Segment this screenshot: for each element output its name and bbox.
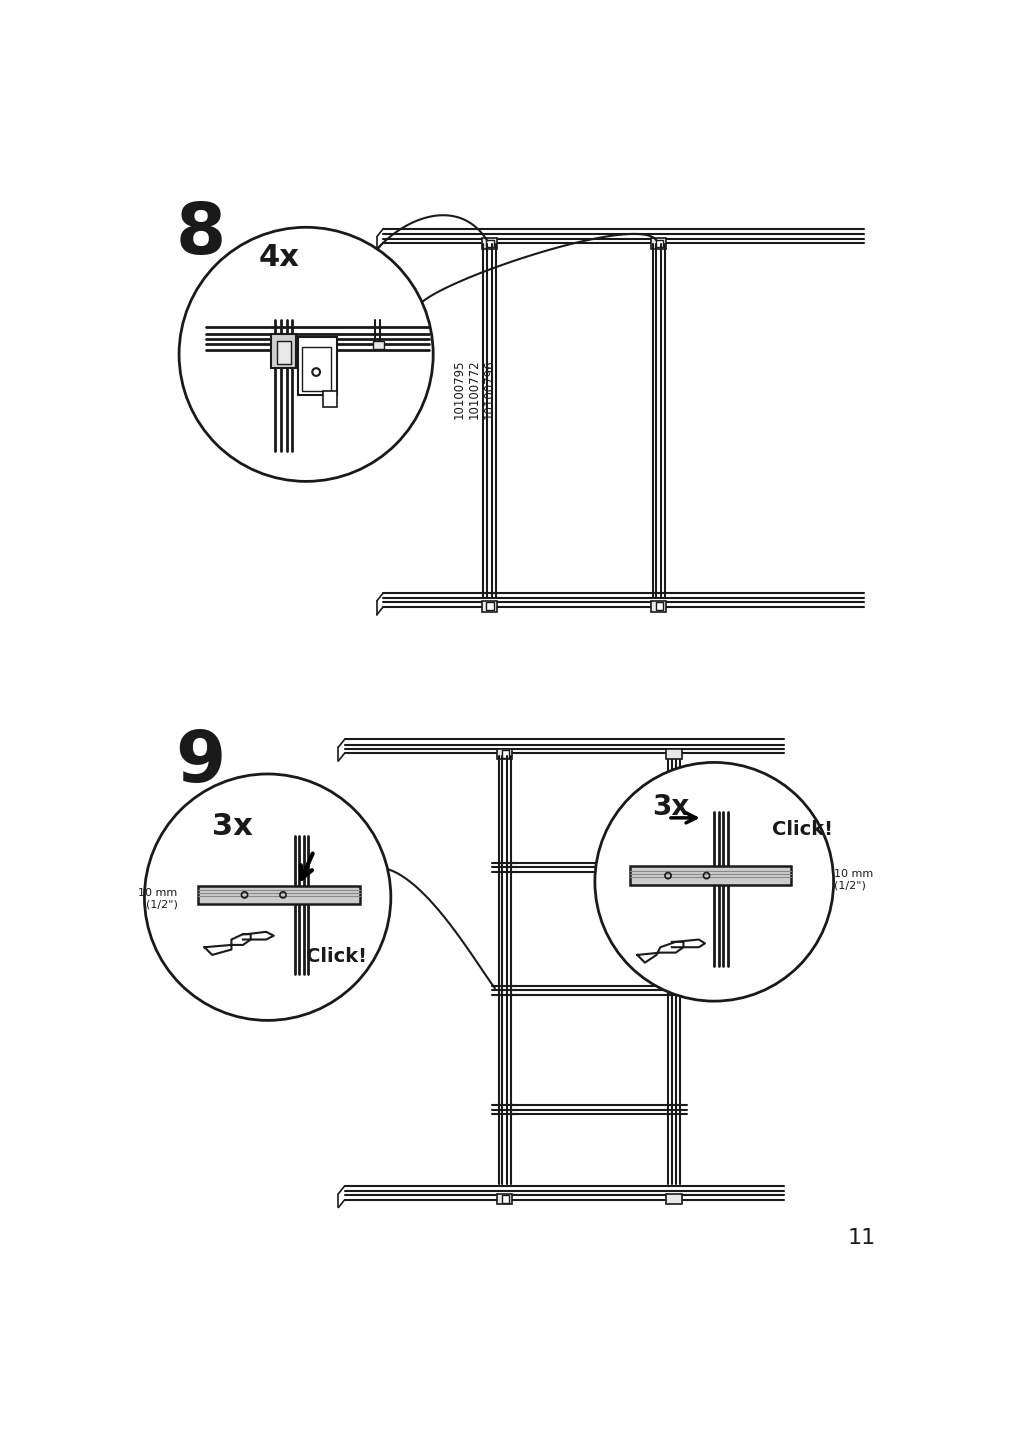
Bar bbox=[655, 239, 663, 248]
Bar bbox=[481, 601, 496, 611]
Text: 8: 8 bbox=[175, 200, 225, 269]
Bar bbox=[650, 601, 666, 611]
Bar bbox=[666, 1194, 681, 1204]
Bar bbox=[298, 338, 337, 395]
Text: 3x: 3x bbox=[652, 793, 690, 821]
Circle shape bbox=[179, 228, 433, 481]
Bar bbox=[277, 341, 290, 364]
Text: Click!: Click! bbox=[305, 947, 367, 967]
Bar bbox=[323, 391, 337, 407]
Bar bbox=[650, 238, 666, 249]
Bar bbox=[629, 866, 791, 885]
Text: 10100795
10100772
10100796: 10100795 10100772 10100796 bbox=[452, 359, 495, 418]
Text: 3x: 3x bbox=[212, 812, 253, 842]
Bar bbox=[496, 1194, 512, 1204]
Bar bbox=[486, 239, 493, 248]
Bar bbox=[198, 885, 360, 904]
Bar bbox=[496, 749, 512, 759]
Text: 11: 11 bbox=[847, 1227, 876, 1247]
Text: 10 mm
(1/2"): 10 mm (1/2") bbox=[139, 888, 177, 909]
Bar bbox=[373, 341, 383, 349]
Circle shape bbox=[145, 773, 390, 1021]
Polygon shape bbox=[637, 942, 682, 962]
Bar bbox=[481, 238, 496, 249]
Bar bbox=[301, 347, 331, 391]
Polygon shape bbox=[204, 934, 251, 955]
Bar bbox=[271, 334, 296, 368]
Bar bbox=[501, 750, 509, 758]
Bar bbox=[666, 749, 681, 759]
Bar bbox=[501, 1196, 509, 1203]
Text: 10 mm
(1/2"): 10 mm (1/2") bbox=[833, 869, 872, 891]
Polygon shape bbox=[671, 939, 705, 947]
Polygon shape bbox=[243, 932, 274, 939]
Bar bbox=[655, 603, 663, 610]
Circle shape bbox=[594, 762, 833, 1001]
Text: 4x: 4x bbox=[258, 242, 299, 272]
Text: 9: 9 bbox=[175, 727, 225, 796]
Bar bbox=[486, 603, 493, 610]
Text: Click!: Click! bbox=[771, 821, 832, 839]
